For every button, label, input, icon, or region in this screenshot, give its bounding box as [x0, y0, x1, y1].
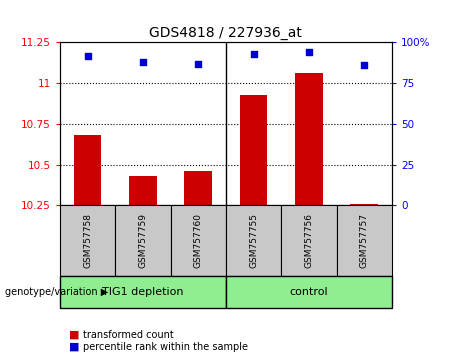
Point: [361, 62, 368, 68]
Text: GSM757756: GSM757756: [304, 213, 313, 268]
Point: [195, 61, 202, 67]
Text: GSM757755: GSM757755: [249, 213, 258, 268]
Point: [305, 50, 313, 55]
Text: control: control: [290, 287, 328, 297]
Text: genotype/variation ▶: genotype/variation ▶: [5, 287, 108, 297]
Text: GSM757759: GSM757759: [138, 213, 148, 268]
Bar: [350, 204, 378, 205]
Text: percentile rank within the sample: percentile rank within the sample: [83, 342, 248, 352]
Text: GSM757758: GSM757758: [83, 213, 92, 268]
Bar: [240, 95, 267, 205]
Bar: [295, 73, 323, 205]
Point: [139, 59, 147, 65]
Text: GSM757760: GSM757760: [194, 213, 203, 268]
Bar: [184, 171, 212, 205]
Point: [250, 51, 257, 57]
Title: GDS4818 / 227936_at: GDS4818 / 227936_at: [149, 26, 302, 40]
Point: [84, 53, 91, 58]
Text: GSM757757: GSM757757: [360, 213, 369, 268]
Text: ■: ■: [69, 342, 80, 352]
Bar: [74, 135, 101, 205]
Text: ■: ■: [69, 330, 80, 339]
Text: transformed count: transformed count: [83, 330, 174, 339]
Bar: [129, 176, 157, 205]
Text: TIG1 depletion: TIG1 depletion: [102, 287, 183, 297]
